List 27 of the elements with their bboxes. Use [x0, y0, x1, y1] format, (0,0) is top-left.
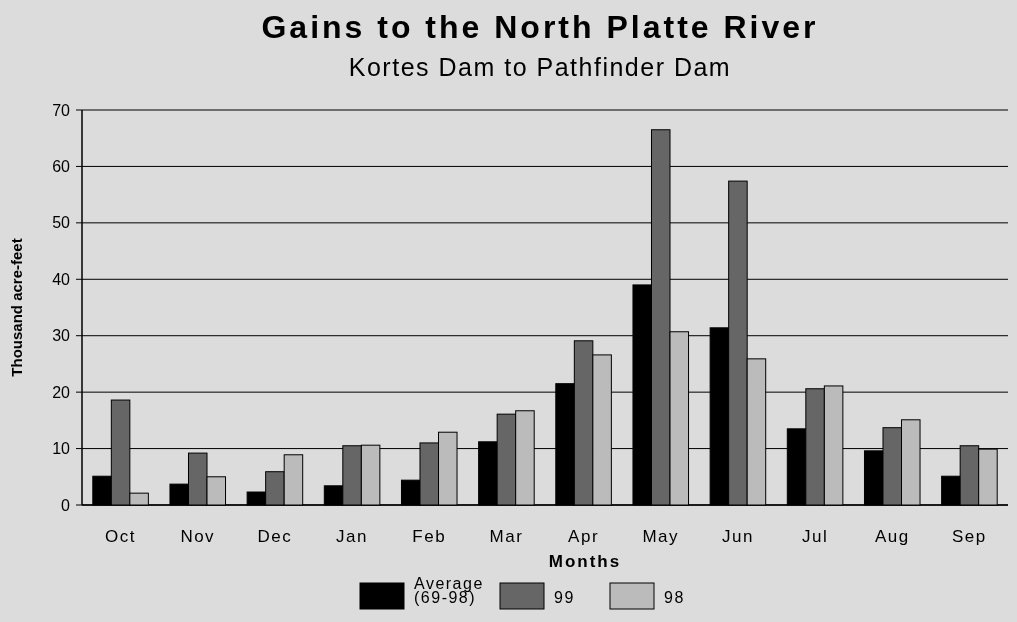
x-tick-label: May — [642, 527, 680, 546]
legend-label: 99 — [554, 589, 575, 606]
x-tick-label: Sep — [952, 527, 987, 546]
x-tick-label: Apr — [568, 527, 600, 546]
y-tick-label: 0 — [61, 496, 71, 514]
x-tick-label: Jan — [336, 527, 369, 546]
x-tick-label: Jun — [721, 527, 754, 546]
x-axis-title: Months — [548, 552, 622, 571]
y-tick-label: 30 — [52, 327, 71, 345]
y-tick-label: 50 — [52, 214, 71, 232]
x-tick-label: Oct — [105, 527, 137, 546]
y-tick-label: 70 — [52, 101, 71, 119]
x-tick-label: Nov — [180, 527, 216, 546]
legend-label: Average (69-98) — [414, 575, 484, 606]
chart-title: Gains to the North Platte River — [261, 9, 819, 45]
chart-subtitle: Kortes Dam to Pathfinder Dam — [348, 53, 732, 81]
y-tick-label: 40 — [52, 270, 71, 288]
x-tick-label: Aug — [874, 527, 910, 546]
y-tick-label: 10 — [52, 440, 71, 458]
x-tick-label: Feb — [412, 527, 447, 546]
legend-label: 98 — [664, 589, 685, 606]
x-tick-label: Jul — [801, 527, 829, 546]
y-tick-label: 60 — [52, 158, 71, 176]
x-tick-label: Dec — [257, 527, 293, 546]
y-axis-title: Thousand acre-feet — [8, 238, 25, 377]
y-tick-label: 20 — [52, 383, 71, 401]
x-tick-label: Mar — [489, 527, 524, 546]
